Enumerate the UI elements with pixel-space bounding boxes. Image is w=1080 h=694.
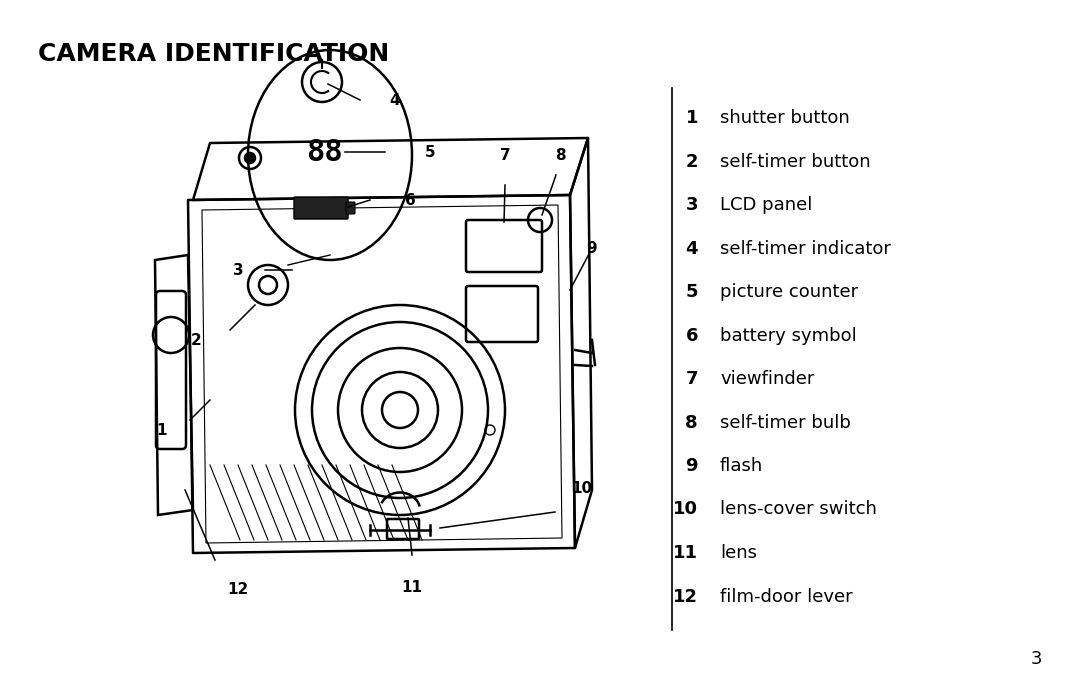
- Text: 10: 10: [571, 480, 593, 496]
- Text: lens-cover switch: lens-cover switch: [720, 500, 877, 518]
- Text: 8: 8: [555, 148, 565, 162]
- Text: battery symbol: battery symbol: [720, 326, 856, 344]
- Text: 9: 9: [586, 241, 597, 255]
- Text: 3: 3: [686, 196, 698, 214]
- Text: film-door lever: film-door lever: [720, 588, 852, 605]
- Text: 12: 12: [673, 588, 698, 605]
- FancyBboxPatch shape: [294, 197, 348, 219]
- Text: self-timer button: self-timer button: [720, 153, 870, 171]
- Text: self-timer bulb: self-timer bulb: [720, 414, 851, 432]
- Text: 3: 3: [232, 262, 243, 278]
- Text: 11: 11: [402, 580, 422, 595]
- Text: 4: 4: [390, 92, 401, 108]
- Text: viewfinder: viewfinder: [720, 370, 814, 388]
- Text: 88: 88: [307, 137, 343, 167]
- Text: shutter button: shutter button: [720, 109, 850, 127]
- Text: 7: 7: [500, 148, 511, 162]
- Text: 9: 9: [686, 457, 698, 475]
- Text: flash: flash: [720, 457, 764, 475]
- Text: LCD panel: LCD panel: [720, 196, 812, 214]
- Text: 2: 2: [191, 332, 201, 348]
- Text: 1: 1: [686, 109, 698, 127]
- Text: 5: 5: [686, 283, 698, 301]
- Text: 11: 11: [673, 544, 698, 562]
- Text: 10: 10: [673, 500, 698, 518]
- Text: 2: 2: [686, 153, 698, 171]
- Text: 1: 1: [157, 423, 167, 437]
- Text: lens: lens: [720, 544, 757, 562]
- Text: self-timer indicator: self-timer indicator: [720, 239, 891, 257]
- FancyBboxPatch shape: [346, 202, 355, 214]
- Text: picture counter: picture counter: [720, 283, 859, 301]
- Text: 12: 12: [228, 582, 248, 598]
- Text: 7: 7: [686, 370, 698, 388]
- Text: 6: 6: [686, 326, 698, 344]
- Circle shape: [245, 153, 255, 163]
- Text: 6: 6: [405, 192, 416, 208]
- Text: 5: 5: [424, 144, 435, 160]
- Text: 4: 4: [686, 239, 698, 257]
- Text: CAMERA IDENTIFICATION: CAMERA IDENTIFICATION: [38, 42, 389, 66]
- Text: 8: 8: [686, 414, 698, 432]
- Text: 3: 3: [1030, 650, 1042, 668]
